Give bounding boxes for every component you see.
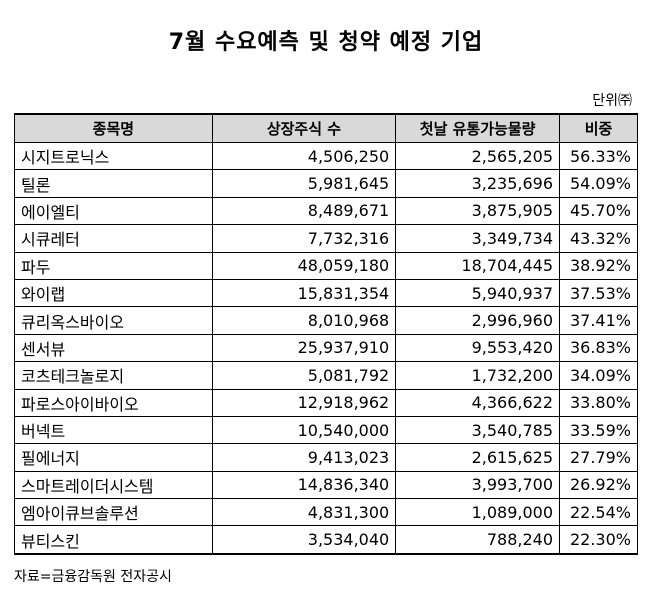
company-cell: 스마트레이더시스템	[14, 471, 213, 500]
tradable-shares-cell: 3,540,785	[395, 416, 560, 445]
table-row: 시큐레터 7,732,316 3,349,734 43.32%	[14, 224, 638, 253]
page-title: 7월 수요예측 및 청약 예정 기업	[168, 30, 484, 55]
company-cell: 와이랩	[14, 279, 213, 308]
ratio-cell: 22.30%	[559, 525, 638, 555]
tradable-shares-cell: 5,940,937	[395, 279, 560, 308]
company-cell: 센서뷰	[14, 334, 213, 363]
tradable-shares-cell: 2,996,960	[395, 306, 560, 335]
table-row: 파두 48,059,180 18,704,445 38.92%	[14, 252, 638, 280]
listed-shares-cell: 4,506,250	[211, 142, 397, 171]
company-cell: 시큐레터	[14, 224, 213, 253]
company-cell: 뷰티스킨	[14, 525, 213, 555]
tradable-shares-cell: 3,235,696	[395, 169, 560, 198]
listed-shares-cell: 48,059,180	[211, 252, 397, 280]
tradable-shares-cell: 1,732,200	[395, 361, 560, 390]
table-row: 코츠테크놀로지 5,081,792 1,732,200 34.09%	[14, 361, 638, 390]
listed-shares-cell: 5,981,645	[211, 169, 397, 198]
table-row: 센서뷰 25,937,910 9,553,420 36.83%	[14, 334, 638, 363]
listed-shares-cell: 5,081,792	[211, 361, 397, 390]
listed-shares-cell: 9,413,023	[211, 443, 397, 472]
table-row: 와이랩 15,831,354 5,940,937 37.53%	[14, 279, 638, 308]
listed-shares-cell: 10,540,000	[211, 416, 397, 445]
listed-shares-cell: 8,489,671	[211, 197, 397, 226]
company-cell: 엠아이큐브솔루션	[14, 498, 213, 527]
table-row: 큐리옥스바이오 8,010,968 2,996,960 37.41%	[14, 306, 638, 335]
ratio-cell: 26.92%	[559, 471, 638, 500]
company-cell: 틸론	[14, 169, 213, 198]
tradable-shares-cell: 3,993,700	[395, 471, 560, 500]
tradable-shares-cell: 18,704,445	[395, 252, 560, 280]
header-listed-shares: 상장주식 수	[211, 113, 397, 143]
listed-shares-cell: 12,918,962	[211, 389, 397, 417]
listed-shares-cell: 25,937,910	[211, 334, 397, 363]
ratio-cell: 22.54%	[559, 498, 638, 527]
source-note: 자료=금융감독원 전자공시	[14, 569, 172, 585]
ratio-cell: 37.53%	[559, 279, 638, 308]
company-cell: 버넥트	[14, 416, 213, 445]
ratio-cell: 56.33%	[559, 142, 638, 171]
ipo-table: 종목명 상장주식 수 첫날 유통가능물량 비중 시지트로닉스 4,506,250 2…	[14, 113, 638, 555]
tradable-shares-cell: 9,553,420	[395, 334, 560, 363]
table-row: 엠아이큐브솔루션 4,831,300 1,089,000 22.54%	[14, 498, 638, 527]
tradable-shares-cell: 2,615,625	[395, 443, 560, 472]
company-cell: 코츠테크놀로지	[14, 361, 213, 390]
tradable-shares-cell: 2,565,205	[395, 142, 560, 171]
header-ratio: 비중	[559, 113, 638, 143]
listed-shares-cell: 7,732,316	[211, 224, 397, 253]
ratio-cell: 37.41%	[559, 306, 638, 335]
company-cell: 파로스아이바이오	[14, 389, 213, 417]
company-cell: 시지트로닉스	[14, 142, 213, 171]
listed-shares-cell: 14,836,340	[211, 471, 397, 500]
table-row: 틸론 5,981,645 3,235,696 54.09%	[14, 169, 638, 198]
header-company: 종목명	[14, 113, 213, 143]
listed-shares-cell: 3,534,040	[211, 525, 397, 555]
ratio-cell: 33.80%	[559, 389, 638, 417]
listed-shares-cell: 15,831,354	[211, 279, 397, 308]
table-body: 시지트로닉스 4,506,250 2,565,205 56.33% 틸론 5,981,64…	[14, 142, 638, 555]
ratio-cell: 54.09%	[559, 169, 638, 198]
table-row: 스마트레이더시스템 14,836,340 3,993,700 26.92%	[14, 471, 638, 500]
ratio-cell: 27.79%	[559, 443, 638, 472]
ratio-cell: 45.70%	[559, 197, 638, 226]
ratio-cell: 43.32%	[559, 224, 638, 253]
header-tradable-shares: 첫날 유통가능물량	[395, 113, 560, 143]
tradable-shares-cell: 1,089,000	[395, 498, 560, 527]
ratio-cell: 33.59%	[559, 416, 638, 445]
table-row: 뷰티스킨 3,534,040 788,240 22.30%	[14, 525, 638, 555]
unit-label: 단위㈜	[592, 93, 632, 109]
company-cell: 필에너지	[14, 443, 213, 472]
company-cell: 에이엘티	[14, 197, 213, 226]
table-row: 파로스아이바이오 12,918,962 4,366,622 33.80%	[14, 389, 638, 417]
table-row: 시지트로닉스 4,506,250 2,565,205 56.33%	[14, 142, 638, 171]
listed-shares-cell: 8,010,968	[211, 306, 397, 335]
table-header-row: 종목명 상장주식 수 첫날 유통가능물량 비중	[14, 113, 638, 143]
table-row: 에이엘티 8,489,671 3,875,905 45.70%	[14, 197, 638, 226]
table-row: 필에너지 9,413,023 2,615,625 27.79%	[14, 443, 638, 472]
company-cell: 파두	[14, 252, 213, 280]
table-row: 버넥트 10,540,000 3,540,785 33.59%	[14, 416, 638, 445]
tradable-shares-cell: 788,240	[395, 525, 560, 555]
tradable-shares-cell: 3,349,734	[395, 224, 560, 253]
tradable-shares-cell: 4,366,622	[395, 389, 560, 417]
ratio-cell: 38.92%	[559, 252, 638, 280]
listed-shares-cell: 4,831,300	[211, 498, 397, 527]
ratio-cell: 34.09%	[559, 361, 638, 390]
ratio-cell: 36.83%	[559, 334, 638, 363]
tradable-shares-cell: 3,875,905	[395, 197, 560, 226]
company-cell: 큐리옥스바이오	[14, 306, 213, 335]
